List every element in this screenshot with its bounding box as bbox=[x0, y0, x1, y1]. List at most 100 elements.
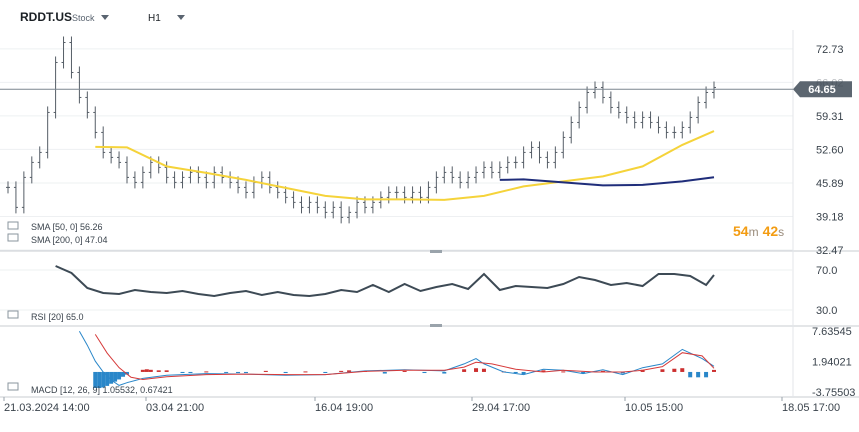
price-tick-label: 45.89 bbox=[816, 178, 844, 190]
sma50-legend[interactable]: SMA [50, 0] 56.26 bbox=[7, 221, 103, 232]
indicator-settings-icon[interactable] bbox=[7, 382, 19, 391]
rsi-legend-label: RSI [20] 65.0 bbox=[31, 312, 84, 322]
countdown-seconds: 42 bbox=[763, 223, 779, 239]
time-tick-label: 03.04 21:00 bbox=[146, 402, 204, 414]
macd-histogram-bar bbox=[93, 371, 98, 389]
price-tick-label: 52.60 bbox=[816, 144, 844, 156]
macd-histogram-bar bbox=[382, 371, 387, 374]
macd-histogram-bar bbox=[462, 369, 467, 372]
macd-histogram-bar bbox=[156, 370, 161, 372]
macd-histogram-bar bbox=[109, 371, 114, 384]
indicator-settings-icon[interactable] bbox=[7, 233, 19, 242]
rsi-axis: 70.0 30.0 bbox=[816, 265, 837, 317]
macd-histogram-bar bbox=[243, 371, 248, 374]
symbol-label[interactable]: RDDT.US bbox=[20, 10, 72, 24]
macd-histogram-bar bbox=[620, 371, 625, 374]
grid bbox=[0, 30, 859, 398]
signal-line bbox=[94, 334, 715, 381]
candle-countdown: 54m 42s bbox=[733, 223, 784, 239]
macd-histogram-bar bbox=[704, 371, 709, 378]
sma200-legend[interactable]: SMA [200, 0] 47.04 bbox=[7, 233, 108, 245]
price-axis: 72.73 66.02 59.31 52.60 45.89 39.18 32.47 bbox=[816, 44, 844, 257]
macd-histogram-bar bbox=[660, 369, 665, 372]
macd-histogram-bar bbox=[600, 370, 605, 372]
time-tick-label: 21.03.2024 14:00 bbox=[4, 402, 90, 414]
symbol-dropdown-icon[interactable] bbox=[101, 15, 109, 20]
macd-histogram-bar bbox=[521, 371, 526, 375]
macd-histogram-bar bbox=[474, 368, 479, 372]
indicator-settings-icon[interactable] bbox=[7, 221, 19, 230]
macd-histogram-bar bbox=[117, 371, 122, 380]
rsi-legend[interactable]: RSI [20] 65.0 bbox=[7, 310, 84, 322]
macd-histogram-bar bbox=[105, 371, 110, 386]
macd-histogram-bar bbox=[283, 371, 288, 374]
time-axis: 21.03.2024 14:00 03.04 21:00 16.04 19:00 29… bbox=[3, 397, 840, 414]
macd-histogram-bar bbox=[97, 371, 102, 389]
price-tick-label: 72.73 bbox=[816, 44, 844, 56]
macd-histogram-bar bbox=[680, 368, 685, 372]
macd-histogram-bar bbox=[121, 371, 126, 377]
macd-histogram-bar bbox=[640, 369, 645, 372]
macd-histogram-bar bbox=[323, 371, 328, 374]
time-tick-label: 10.05 15:00 bbox=[625, 402, 683, 414]
macd-tick-label: 1.94021 bbox=[812, 357, 852, 369]
macd-histogram-bar bbox=[688, 371, 693, 378]
macd-histogram-bar bbox=[561, 371, 566, 373]
time-tick-label: 16.04 19:00 bbox=[315, 402, 373, 414]
macd-histogram-bar bbox=[347, 370, 352, 372]
sma200-legend-label: SMA [200, 0] 47.04 bbox=[31, 235, 108, 245]
macd-histogram-bar bbox=[481, 368, 486, 372]
macd-line bbox=[78, 330, 715, 386]
sma50-legend-label: SMA [50, 0] 56.26 bbox=[31, 222, 103, 232]
panel-resize-handle[interactable] bbox=[430, 250, 442, 253]
price-tick-label: 39.18 bbox=[816, 211, 844, 223]
indicator-settings-icon[interactable] bbox=[7, 310, 19, 319]
countdown-minutes-unit: m bbox=[749, 225, 759, 239]
macd-histogram-bar bbox=[188, 371, 193, 374]
rsi-tick-label: 30.0 bbox=[816, 305, 837, 317]
macd-histogram-bar bbox=[422, 371, 427, 374]
sma50-line bbox=[95, 130, 715, 201]
panel-resize-handle[interactable] bbox=[430, 324, 442, 327]
macd-histogram-bar bbox=[140, 369, 145, 372]
macd-histogram-bar bbox=[148, 369, 153, 372]
timeframe-label[interactable]: H1 bbox=[148, 13, 161, 24]
macd-tick-label: -3.75503 bbox=[812, 387, 855, 399]
macd-histogram-bar bbox=[339, 370, 344, 372]
macd-histogram-bar bbox=[402, 370, 407, 372]
price-tick-label: 59.31 bbox=[816, 111, 844, 123]
price-tick-label: 32.47 bbox=[816, 245, 844, 257]
timeframe-dropdown-icon[interactable] bbox=[177, 15, 185, 20]
macd-histogram-bar bbox=[113, 371, 118, 382]
macd-histogram-bar bbox=[180, 371, 185, 374]
macd-histogram-bar bbox=[204, 371, 209, 373]
current-price-value: 64.65 bbox=[808, 84, 836, 96]
macd-histogram-bar bbox=[263, 370, 268, 372]
rsi-tick-label: 70.0 bbox=[816, 265, 837, 277]
rsi-line bbox=[55, 265, 715, 298]
time-tick-label: 18.05 17:00 bbox=[782, 402, 840, 414]
current-price-tag bbox=[793, 81, 852, 98]
macd-histogram-bar bbox=[144, 369, 149, 372]
macd-axis: 7.63545 1.94021 -3.75503 bbox=[812, 326, 855, 399]
macd-legend-label: MACD [12, 26, 9] 1.05532, 0.67421 bbox=[31, 385, 173, 395]
macd-histogram-bar bbox=[672, 368, 677, 372]
macd-histogram-bar bbox=[581, 371, 586, 374]
macd-legend[interactable]: MACD [12, 26, 9] 1.05532, 0.67421 bbox=[7, 382, 173, 395]
countdown-seconds-unit: s bbox=[778, 225, 784, 239]
asset-type-label: Stock bbox=[72, 13, 95, 23]
price-bars bbox=[6, 36, 716, 224]
macd-histogram-bar bbox=[696, 371, 701, 378]
price-tick-label: 66.02 bbox=[816, 77, 844, 89]
time-tick-label: 29.04 17:00 bbox=[472, 402, 530, 414]
macd-histogram-bar bbox=[236, 371, 241, 374]
sma200-line bbox=[499, 176, 715, 187]
macd-histogram-bar bbox=[712, 369, 716, 372]
macd-histogram-bar bbox=[224, 371, 229, 373]
macd-histogram-bar bbox=[513, 371, 518, 374]
macd-histogram-bar bbox=[541, 370, 546, 372]
macd-histogram bbox=[93, 368, 716, 389]
macd-histogram-bar bbox=[442, 371, 447, 374]
